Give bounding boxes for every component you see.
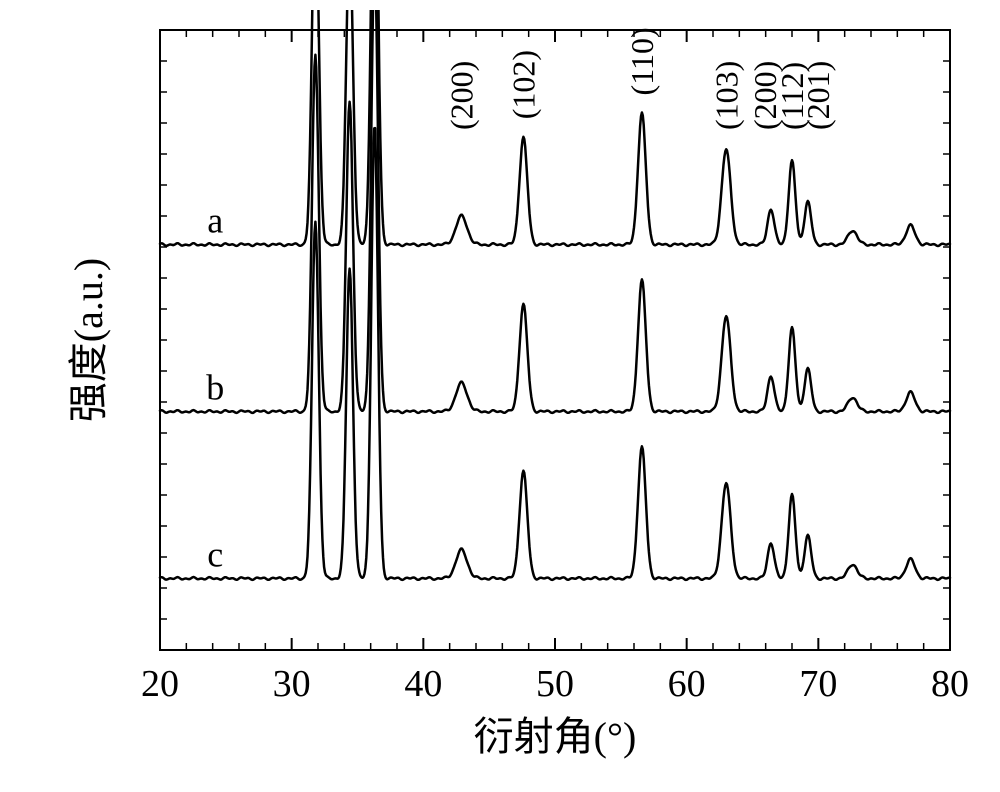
svg-text:80: 80 bbox=[931, 663, 969, 705]
xrd-chart: 20304050607080衍射角(°)强度(a.u.)abc(100)(002… bbox=[30, 10, 970, 780]
svg-text:60: 60 bbox=[668, 663, 706, 705]
svg-text:强度(a.u.): 强度(a.u.) bbox=[66, 258, 111, 422]
svg-text:a: a bbox=[207, 201, 223, 241]
svg-text:40: 40 bbox=[404, 663, 442, 705]
svg-text:衍射角(°): 衍射角(°) bbox=[474, 714, 637, 759]
svg-text:(110): (110) bbox=[624, 27, 660, 95]
svg-text:(201): (201) bbox=[800, 61, 836, 130]
svg-text:c: c bbox=[207, 534, 223, 574]
svg-text:50: 50 bbox=[536, 663, 574, 705]
svg-text:30: 30 bbox=[273, 663, 311, 705]
svg-text:b: b bbox=[206, 368, 224, 408]
svg-text:20: 20 bbox=[141, 663, 179, 705]
svg-text:(200): (200) bbox=[444, 61, 480, 130]
chart-svg: 20304050607080衍射角(°)强度(a.u.)abc(100)(002… bbox=[30, 10, 970, 780]
svg-text:(102): (102) bbox=[506, 50, 542, 119]
svg-text:(103): (103) bbox=[708, 61, 744, 130]
svg-text:70: 70 bbox=[799, 663, 837, 705]
